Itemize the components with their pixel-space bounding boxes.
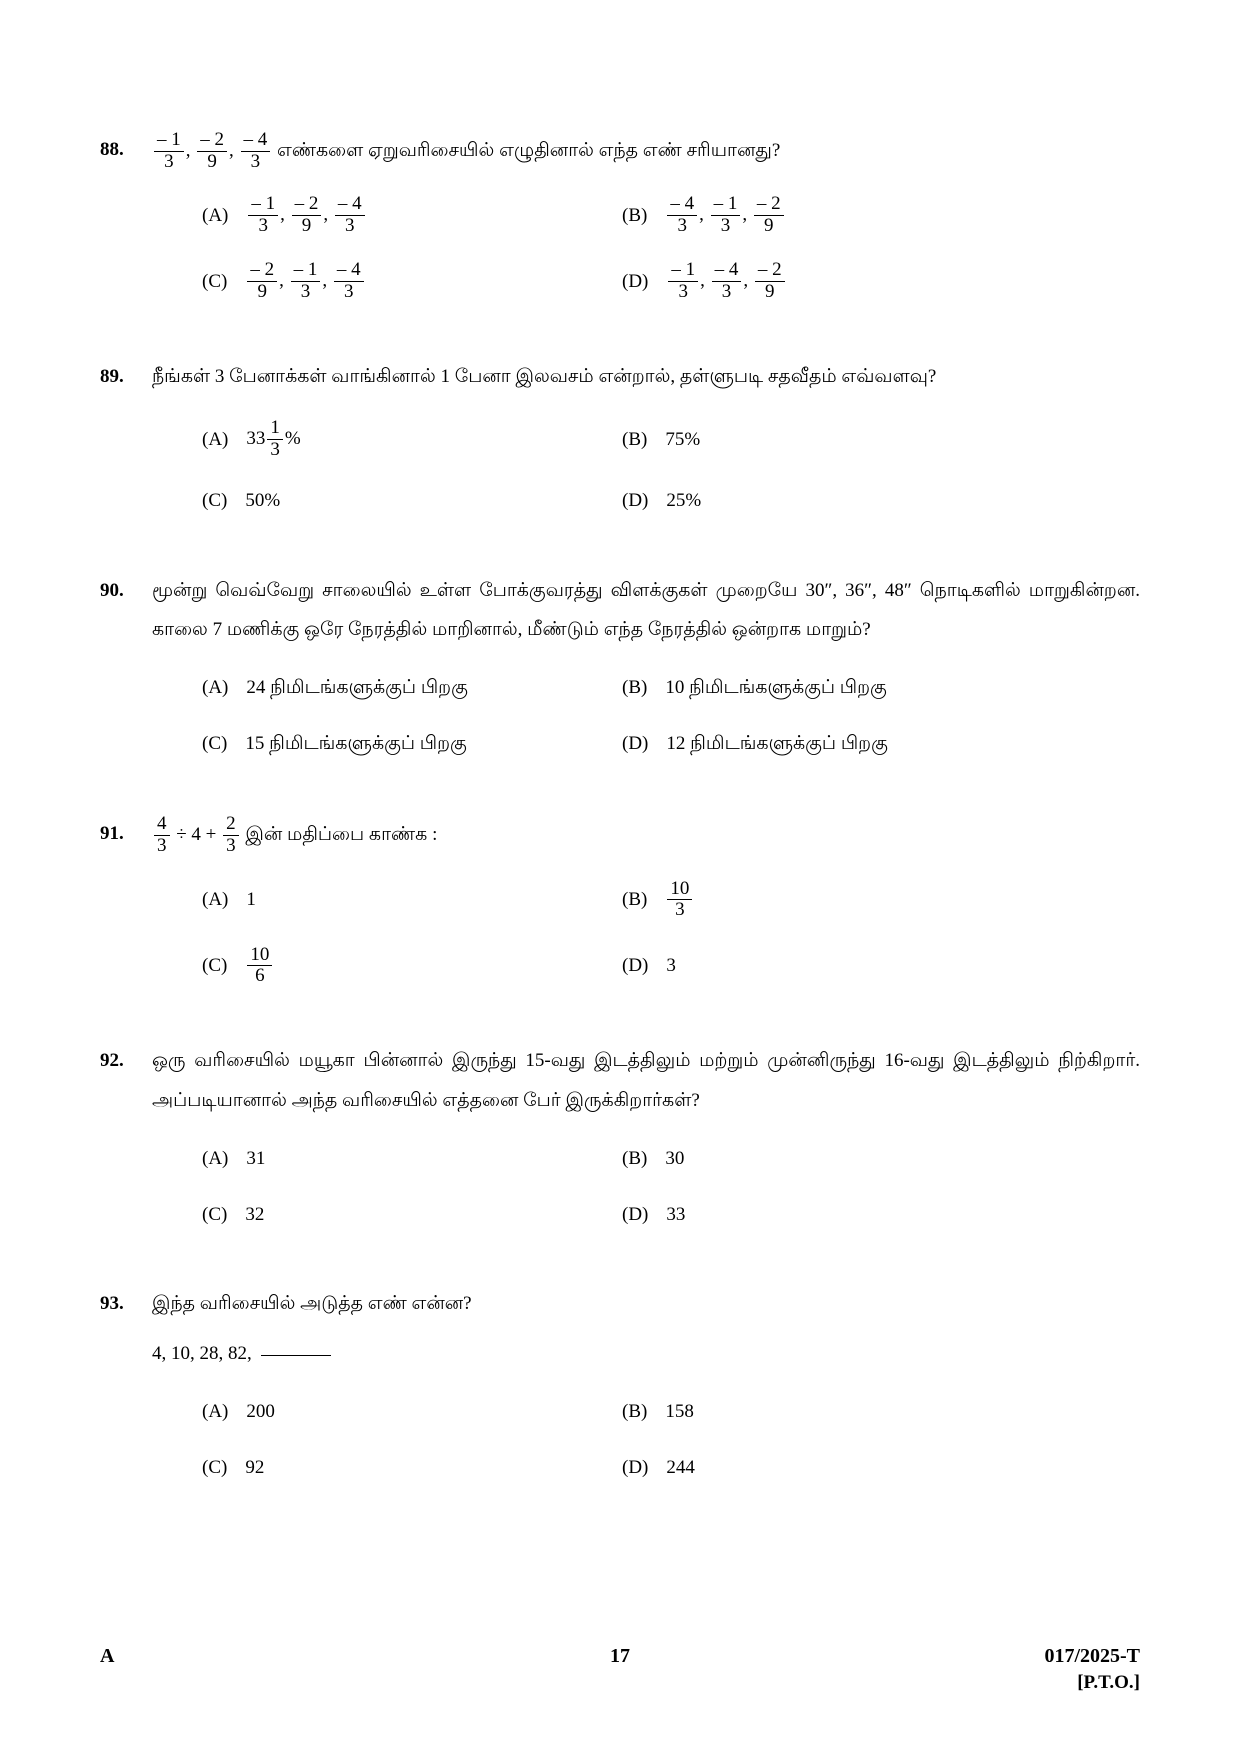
option-a: (A) – 13, – 29, – 43 — [152, 194, 572, 237]
option-a: (A) 24 நிமிடங்களுக்குப் பிறகு — [152, 668, 572, 708]
option-a: (A) 31 — [152, 1139, 572, 1179]
options: (A) 24 நிமிடங்களுக்குப் பிறகு (B) 10 நிம… — [152, 668, 1140, 764]
question-number: 93. — [100, 1284, 152, 1324]
option-a: (A) 200 — [152, 1392, 572, 1432]
question-number: 91. — [100, 814, 152, 854]
option-b: (B) – 43, – 13, – 29 — [572, 194, 1140, 237]
option-d: (D) 244 — [572, 1448, 1140, 1488]
option-b: (B) 75% — [572, 420, 1140, 460]
option-d: (D) 25% — [572, 481, 1140, 521]
question-text: இந்த வரிசையில் அடுத்த எண் என்ன? — [152, 1284, 1140, 1324]
option-b: (B) 158 — [572, 1392, 1140, 1432]
option-a: (A) 3313% — [152, 418, 572, 461]
question-text: – 13, – 29, – 43 எண்களை ஏறுவரிசையில் எழு… — [152, 130, 1140, 173]
question-93: 93. இந்த வரிசையில் அடுத்த எண் என்ன? 4, 1… — [100, 1284, 1140, 1488]
option-c: (C) 15 நிமிடங்களுக்குப் பிறகு — [152, 724, 572, 764]
option-d: (D) 3 — [572, 946, 1140, 986]
question-92: 92. ஒரு வரிசையில் மயூகா பின்னால் இருந்து… — [100, 1041, 1140, 1235]
option-c: (C) 106 — [152, 945, 572, 988]
question-number: 89. — [100, 357, 152, 397]
question-number: 92. — [100, 1041, 152, 1081]
pto-label: [P.T.O.] — [1044, 1672, 1140, 1694]
option-c: (C) 92 — [152, 1448, 572, 1488]
question-text: நீங்கள் 3 பேனாக்கள் வாங்கினால் 1 பேனா இல… — [152, 357, 1140, 397]
question-number: 88. — [100, 130, 152, 170]
question-90: 90. மூன்று வெவ்வேறு சாலையில் உள்ள போக்கு… — [100, 571, 1140, 765]
option-b: (B) 30 — [572, 1139, 1140, 1179]
question-89: 89. நீங்கள் 3 பேனாக்கள் வாங்கினால் 1 பேன… — [100, 357, 1140, 521]
question-number: 90. — [100, 571, 152, 611]
question-88: 88. – 13, – 29, – 43 எண்களை ஏறுவரிசையில்… — [100, 130, 1140, 307]
footer-page-number: 17 — [610, 1645, 630, 1668]
question-91: 91. 43 ÷ 4 + 23 இன் மதிப்பை காண்க : (A) … — [100, 814, 1140, 991]
option-c: (C) – 29, – 13, – 43 — [152, 260, 572, 303]
option-b: (B) 103 — [572, 879, 1140, 922]
question-text: மூன்று வெவ்வேறு சாலையில் உள்ள போக்குவரத்… — [152, 571, 1140, 651]
option-b: (B) 10 நிமிடங்களுக்குப் பிறகு — [572, 668, 1140, 708]
options: (A) 1 (B) 103 (C) 106 (D) 3 — [152, 875, 1140, 991]
option-d: (D) 33 — [572, 1195, 1140, 1235]
options: (A) 3313% (B) 75% (C) 50% (D) 25% — [152, 415, 1140, 521]
option-c: (C) 50% — [152, 481, 572, 521]
options: (A) 200 (B) 158 (C) 92 (D) 244 — [152, 1392, 1140, 1488]
option-a: (A) 1 — [152, 880, 572, 920]
option-d: (D) – 13, – 43, – 29 — [572, 260, 1140, 303]
footer-left: A — [100, 1645, 114, 1668]
question-text: ஒரு வரிசையில் மயூகா பின்னால் இருந்து 15-… — [152, 1041, 1140, 1121]
question-text: 43 ÷ 4 + 23 இன் மதிப்பை காண்க : — [152, 814, 1140, 857]
options: (A) – 13, – 29, – 43 (B) – 43, – 13, – 2… — [152, 191, 1140, 307]
page-footer: A 17 017/2025-T [P.T.O.] — [100, 1645, 1140, 1694]
footer-right: 017/2025-T [P.T.O.] — [1044, 1645, 1140, 1694]
series-text: 4, 10, 28, 82, — [152, 1334, 1140, 1374]
option-c: (C) 32 — [152, 1195, 572, 1235]
options: (A) 31 (B) 30 (C) 32 (D) 33 — [152, 1139, 1140, 1235]
option-d: (D) 12 நிமிடங்களுக்குப் பிறகு — [572, 724, 1140, 764]
